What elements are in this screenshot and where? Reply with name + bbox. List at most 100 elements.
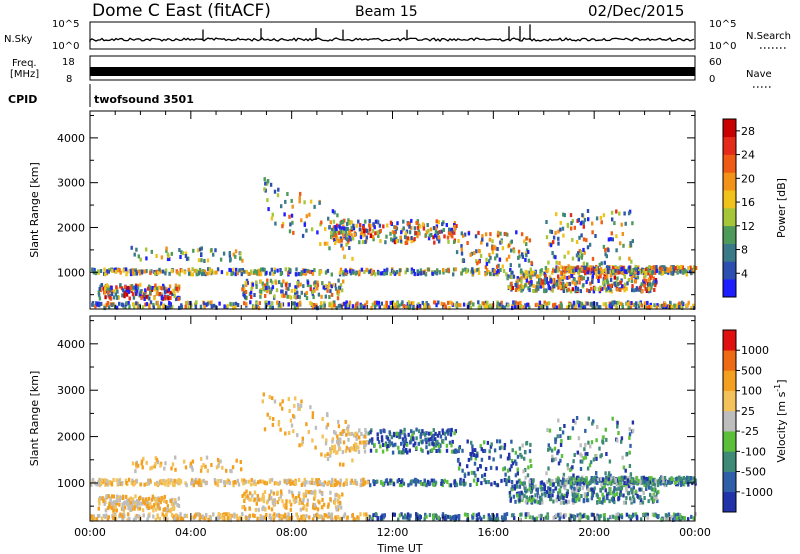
echo-cell (261, 267, 265, 272)
echo-cell (610, 514, 613, 519)
echo-cell (131, 478, 134, 483)
echo-cell (236, 478, 239, 483)
echo-cell (553, 446, 557, 451)
echo-cell (129, 501, 133, 506)
echo-cell (324, 294, 327, 299)
echo-cell (191, 267, 194, 272)
echo-cell (610, 231, 613, 236)
echo-cell (632, 493, 635, 498)
echo-cell (526, 500, 529, 505)
echo-cell (135, 301, 138, 306)
echo-cell (289, 418, 293, 423)
echo-cell (586, 452, 589, 456)
echo-cell (337, 493, 340, 498)
echo-cell (190, 515, 193, 520)
echo-cell (143, 501, 147, 506)
echo-cell (186, 300, 189, 305)
echo-cell (136, 289, 139, 294)
echo-cell (605, 494, 609, 499)
echo-cell (441, 222, 444, 227)
echo-cell (240, 478, 244, 483)
echo-cell (599, 500, 602, 504)
echo-cell (628, 427, 631, 432)
echo-cell (334, 517, 338, 522)
echo-cell (618, 256, 621, 261)
echo-cell (574, 289, 577, 294)
echo-cell (629, 305, 632, 310)
echo-cell (243, 499, 246, 503)
echo-cell (418, 429, 421, 434)
echo-cell (400, 483, 403, 488)
echo-cell (670, 304, 674, 309)
echo-cell (525, 253, 528, 258)
echo-cell (251, 513, 255, 518)
echo-cell (587, 267, 590, 272)
echo-cell (590, 476, 593, 480)
echo-cell (347, 218, 350, 223)
echo-cell (334, 505, 338, 510)
echo-cell (438, 230, 441, 235)
echo-cell (256, 493, 259, 498)
echo-cell (344, 305, 347, 310)
echo-cell (288, 479, 291, 484)
echo-cell (248, 491, 252, 496)
echo-cell (274, 280, 278, 285)
echo-cell (503, 443, 507, 447)
echo-cell (582, 220, 585, 225)
echo-cell (90, 482, 93, 487)
echo-cell (354, 271, 358, 276)
echo-cell (595, 266, 598, 271)
echo-cell (476, 517, 479, 522)
echo-cell (201, 514, 204, 519)
echo-cell (268, 493, 271, 498)
echo-cell (490, 442, 493, 447)
echo-cell (135, 247, 138, 252)
echo-cell (390, 441, 394, 446)
echo-cell (566, 288, 569, 293)
echo-cell (426, 223, 429, 227)
echo-cell (197, 258, 201, 263)
echo-cell (356, 515, 359, 520)
echo-cell (257, 507, 260, 512)
echo-cell (623, 211, 626, 216)
echo-cell (373, 482, 376, 487)
echo-cell (269, 278, 273, 283)
echo-cell (484, 272, 487, 277)
echo-cell (687, 517, 690, 522)
echo-cell (310, 227, 314, 232)
echo-cell (548, 275, 552, 280)
echo-cell (313, 503, 317, 508)
echo-cell (585, 498, 589, 503)
echo-cell (318, 489, 322, 494)
echo-cell (490, 482, 493, 487)
echo-cell (276, 500, 279, 505)
echo-cell (556, 268, 560, 273)
echo-cell (357, 445, 360, 450)
echo-cell (366, 480, 370, 485)
echo-cell (411, 433, 414, 438)
echo-cell (245, 302, 248, 307)
echo-cell (599, 487, 602, 492)
echo-cell (630, 500, 633, 505)
echo-cell (640, 289, 644, 294)
echo-cell (449, 300, 452, 305)
echo-cell (331, 209, 335, 214)
echo-cell (279, 402, 282, 407)
echo-cell (582, 237, 586, 242)
echo-cell (225, 512, 228, 517)
echo-cell (302, 506, 305, 511)
echo-cell (305, 514, 308, 519)
echo-cell (440, 479, 444, 483)
echo-cell (442, 268, 445, 272)
echo-cell (417, 516, 421, 521)
echo-cell (398, 268, 402, 273)
echo-cell (282, 279, 285, 284)
echo-cell (473, 453, 476, 457)
echo-cell (469, 300, 473, 305)
echo-cell (602, 281, 605, 286)
echo-cell (159, 269, 163, 274)
echo-cell (545, 220, 548, 224)
echo-cell (371, 515, 374, 520)
echo-cell (329, 497, 332, 502)
echo-cell (136, 304, 140, 309)
